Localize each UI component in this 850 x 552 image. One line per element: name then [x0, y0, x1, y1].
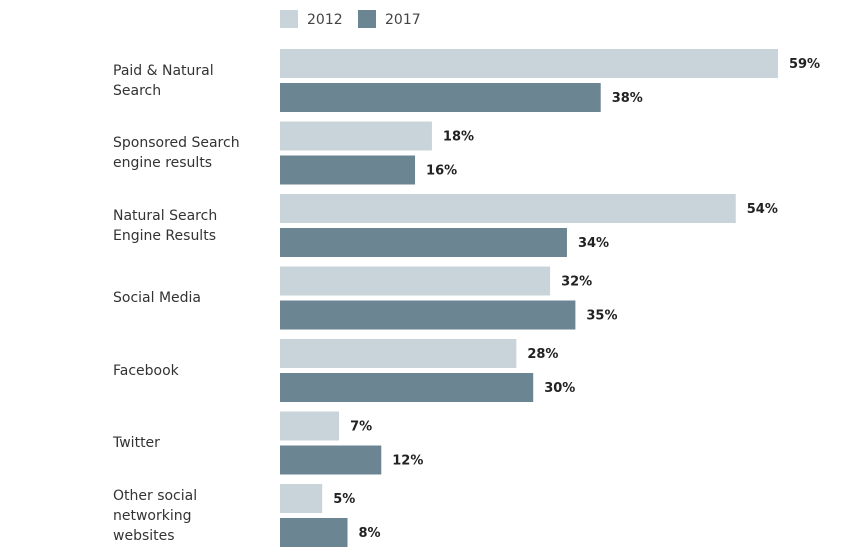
value-label: 35%: [586, 309, 617, 324]
bar: [280, 339, 517, 368]
bar: [280, 194, 736, 223]
legend-label: 2017: [385, 12, 421, 28]
bar: [280, 518, 348, 547]
category-label: Paid & Natural Search: [113, 62, 214, 99]
bar: [280, 49, 778, 78]
bar: [280, 121, 432, 151]
value-label: 30%: [544, 381, 575, 396]
bar: [280, 300, 576, 330]
legend-label: 2012: [307, 12, 343, 28]
value-label: 18%: [443, 130, 474, 145]
category-label: Sponsored Search engine results: [113, 135, 240, 171]
category-label: Social Media: [113, 290, 202, 306]
bar: [280, 155, 416, 185]
value-label: 7%: [350, 420, 372, 435]
value-label: 59%: [789, 57, 820, 72]
value-label: 32%: [561, 275, 592, 290]
value-label: 34%: [578, 236, 609, 251]
bar: [280, 83, 601, 112]
legend-swatch: [358, 10, 376, 28]
value-label: 38%: [612, 91, 643, 106]
category-label: Facebook: [113, 362, 179, 379]
category-label: Other social networking websites: [113, 487, 198, 544]
bar: [280, 445, 382, 475]
category-label: Natural Search Engine Results: [113, 207, 218, 244]
value-label: 8%: [359, 526, 381, 541]
bar: [280, 266, 551, 296]
value-label: 16%: [426, 164, 457, 179]
value-label: 5%: [333, 492, 355, 507]
bar: [280, 411, 340, 441]
category-label: Twitter: [113, 435, 160, 451]
bar: [280, 484, 323, 513]
legend-swatch: [280, 10, 298, 28]
value-label: 12%: [392, 454, 423, 469]
value-label: 28%: [527, 347, 558, 362]
bar: [280, 228, 567, 257]
bar: [280, 373, 534, 402]
value-label: 54%: [747, 202, 778, 217]
